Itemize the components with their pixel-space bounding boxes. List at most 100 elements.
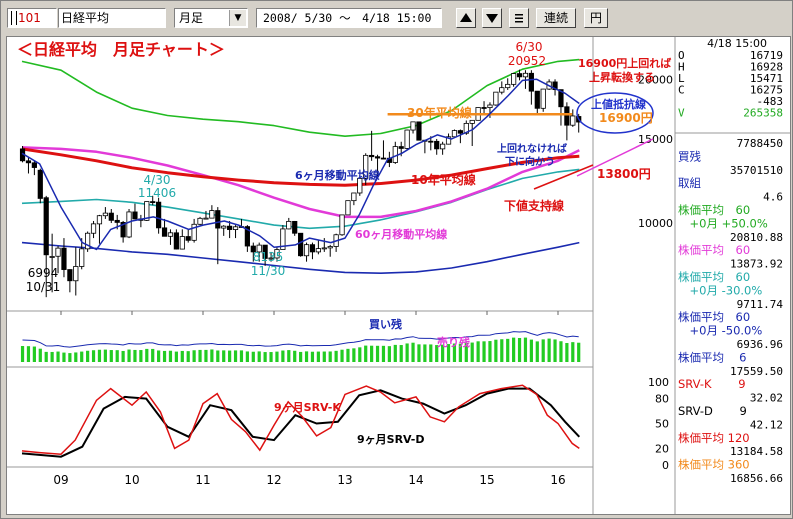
volume-bar [263, 352, 267, 362]
oscillator-tick-label: 50 [655, 418, 669, 431]
next-button[interactable] [482, 8, 502, 28]
volume-bar [32, 346, 36, 362]
resistance-value-label: 16900円 [599, 111, 653, 125]
candle-body [25, 160, 32, 164]
date-range-field[interactable]: 2008/ 5/30 ～ 4/18 15:00 [256, 8, 442, 28]
volume-bar [233, 350, 238, 362]
period-select[interactable]: 月足 ▼ [174, 8, 248, 28]
stock-code-text: 101 [18, 11, 41, 25]
prev-button[interactable] [456, 8, 476, 28]
volume-bar [387, 346, 391, 362]
volume-bar [139, 350, 143, 362]
side-row-value: 4.6 [763, 191, 783, 204]
side-time-label: 4/18 15:00 [707, 37, 767, 50]
candle-body [499, 87, 505, 93]
side-row-label: +0月 -50.0% [678, 324, 762, 338]
side-ohlc-value: 16719 [750, 49, 783, 62]
candle-body [161, 227, 168, 237]
volume-bar [50, 351, 54, 362]
side-row-value: 9711.74 [737, 298, 784, 311]
candle-body [540, 88, 546, 109]
volume-bar [68, 353, 72, 362]
volume-bar [446, 344, 451, 362]
side-row-value: 17559.50 [730, 365, 783, 378]
stock-code-field[interactable]: 101 [7, 8, 57, 28]
volume-bar [257, 351, 261, 362]
buy-remains-label: 買い残 [369, 317, 402, 331]
volume-bar [275, 351, 279, 362]
support-value-label: 13800円 [597, 167, 651, 181]
volume-bar [91, 350, 96, 362]
side-row-label: 株価平均 120 [678, 431, 750, 445]
volume-bar [245, 351, 249, 362]
yen-button[interactable]: 円 [584, 8, 608, 28]
candle-body [558, 89, 564, 108]
x-tick-label: 14 [408, 473, 423, 487]
side-ohlc-value: 16275 [750, 84, 783, 97]
stock-name-field[interactable]: 日経平均 [58, 8, 166, 28]
volume-bar [494, 339, 498, 362]
candle-body [321, 247, 327, 250]
candle-body [339, 214, 345, 236]
volume-bar [103, 349, 107, 362]
volume-bar [44, 351, 48, 362]
volume-bar [162, 350, 167, 362]
candle-body [132, 211, 138, 220]
candle-body [357, 178, 363, 194]
menu-button[interactable] [509, 8, 529, 28]
volume-bar [512, 337, 516, 362]
candle-body [250, 245, 256, 253]
continuous-button[interactable]: 連続 [536, 8, 576, 28]
peak-date-label: 6/30 [516, 40, 543, 54]
candle-body [345, 200, 351, 216]
side-row-label: +0月 -30.0% [678, 283, 762, 297]
candle-body [404, 129, 410, 149]
volume-bar [441, 344, 445, 362]
volume-bar [38, 348, 42, 362]
candle-body [244, 226, 250, 247]
candle-body [516, 73, 523, 78]
side-ohlc-key: L [678, 72, 685, 85]
candle-body [61, 247, 67, 270]
side-row-value: 20810.88 [730, 231, 783, 244]
candle-body [268, 257, 274, 260]
candle-body [49, 256, 55, 258]
candle-body [67, 269, 73, 282]
x-tick-label: 11 [195, 473, 210, 487]
candle-body [31, 162, 37, 168]
chevron-down-icon[interactable]: ▼ [229, 10, 246, 26]
candle-body [493, 91, 499, 106]
candle-body [463, 122, 469, 134]
side-ohlc-value: -483 [757, 95, 784, 108]
candle-body [481, 107, 487, 109]
candle-body [108, 212, 114, 221]
volume-bar [304, 351, 309, 362]
candle-body [528, 72, 534, 92]
x-tick-label: 13 [337, 473, 352, 487]
60m-ma-label: 60ヶ月移動平均線 [355, 227, 447, 241]
down-arrow-icon [486, 14, 498, 23]
volume-bar [127, 349, 131, 362]
sell-remains-label: 売り残 [437, 335, 470, 349]
candle-body [85, 232, 91, 250]
price-tick-label: 20000 [638, 73, 673, 86]
volume-bar [381, 345, 386, 362]
volume-bar [74, 352, 78, 362]
volume-bar [393, 344, 397, 362]
volume-bar [352, 348, 356, 362]
series-line-1 [21, 58, 580, 137]
volume-bar [417, 344, 421, 362]
candle-body [102, 212, 108, 217]
volume-bar [204, 349, 208, 362]
volume-bar [523, 337, 528, 362]
oscillator-tick-label: 100 [648, 376, 669, 389]
candle-body [203, 217, 209, 220]
support-trendline-pink [576, 138, 654, 177]
candle-body [434, 140, 440, 150]
candle-body [298, 232, 304, 257]
candle-body [167, 232, 174, 237]
volume-bar [340, 349, 344, 362]
candle-body [570, 115, 576, 126]
volume-bar [517, 338, 522, 362]
